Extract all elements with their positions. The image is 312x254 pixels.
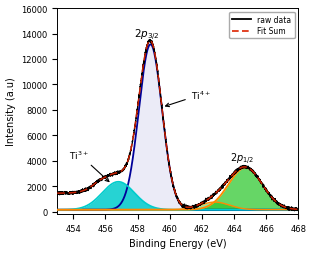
Y-axis label: Intensity (a.u): Intensity (a.u) — [6, 77, 16, 146]
Legend: raw data, Fit Sum: raw data, Fit Sum — [229, 13, 295, 39]
Text: $\mathrm{Ti}^{3+}$: $\mathrm{Ti}^{3+}$ — [69, 149, 109, 182]
X-axis label: Binding Energy (eV): Binding Energy (eV) — [129, 239, 227, 248]
Text: $2p_{1/2}$: $2p_{1/2}$ — [230, 151, 254, 166]
Text: $\mathrm{Ti}^{4+}$: $\mathrm{Ti}^{4+}$ — [166, 89, 211, 107]
Text: $2p_{3/2}$: $2p_{3/2}$ — [134, 28, 160, 43]
